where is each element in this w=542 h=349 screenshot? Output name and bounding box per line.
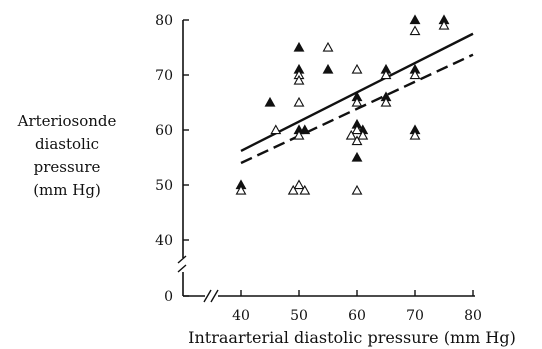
- open-triangle-point: [293, 74, 305, 85]
- open-triangle-point: [293, 179, 305, 190]
- open-triangle-point: [293, 96, 305, 107]
- open-triangle-point: [235, 184, 247, 195]
- filled-triangle-point: [351, 151, 363, 162]
- y-axis: [177, 19, 189, 297]
- open-triangle-point: [380, 96, 392, 107]
- x-tick-label: 50: [290, 308, 308, 324]
- open-triangle-point: [351, 135, 363, 146]
- open-triangle-point: [351, 124, 363, 135]
- filled-triangle-point: [293, 41, 305, 52]
- y-axis-title-line: Arteriosonde: [17, 112, 117, 130]
- x-tick-label: 80: [464, 308, 482, 324]
- open-triangle-point: [351, 184, 363, 195]
- y-axis-title-line: diastolic: [35, 135, 99, 153]
- y-tick-label: 40: [155, 233, 173, 249]
- open-triangle-point: [322, 41, 334, 52]
- x-tick-label: 60: [348, 308, 366, 324]
- open-triangle-point: [345, 129, 357, 140]
- data-points: [235, 14, 450, 195]
- x-tick-label: 40: [232, 308, 250, 324]
- open-triangle-point: [380, 69, 392, 80]
- x-tick-label: 70: [406, 308, 424, 324]
- open-triangle-point: [409, 129, 421, 140]
- y-axis-break-mark: [177, 255, 187, 273]
- open-triangle-point: [293, 129, 305, 140]
- open-triangle-point: [351, 96, 363, 107]
- filled-triangle-point: [264, 96, 276, 107]
- y-tick-label: 60: [155, 123, 173, 139]
- y-axis-title-line: (mm Hg): [33, 181, 101, 199]
- y-tick-label: 70: [155, 68, 173, 84]
- filled-triangle-point: [409, 14, 421, 25]
- y-tick-label: 0: [164, 289, 173, 305]
- open-triangle-point: [409, 69, 421, 80]
- y-tick-label: 80: [155, 13, 173, 29]
- y-axis-title-line: pressure: [34, 158, 101, 176]
- y-axis-title: Arteriosonde diastolic pressure (mm Hg): [17, 112, 117, 199]
- filled-triangle-point: [322, 63, 334, 74]
- filled-triangle-point: [299, 124, 311, 135]
- open-triangle-point: [438, 19, 450, 30]
- y-tick-label: 50: [155, 178, 173, 194]
- open-triangle-point: [409, 25, 421, 36]
- x-tick-labels: 40 50 60 70 80: [232, 308, 482, 324]
- open-triangle-point: [287, 184, 299, 195]
- open-triangle-point: [299, 184, 311, 195]
- open-triangle-point: [351, 63, 363, 74]
- x-axis-title: Intraarterial diastolic pressure (mm Hg): [188, 328, 516, 347]
- y-tick-labels: 0 40 50 60 70 80: [155, 13, 173, 305]
- open-triangle-point: [357, 129, 369, 140]
- open-triangle-point: [270, 124, 282, 135]
- x-axis: [183, 289, 475, 303]
- x-axis-break-mark: [203, 289, 219, 303]
- regression-line-dashed: [240, 53, 474, 165]
